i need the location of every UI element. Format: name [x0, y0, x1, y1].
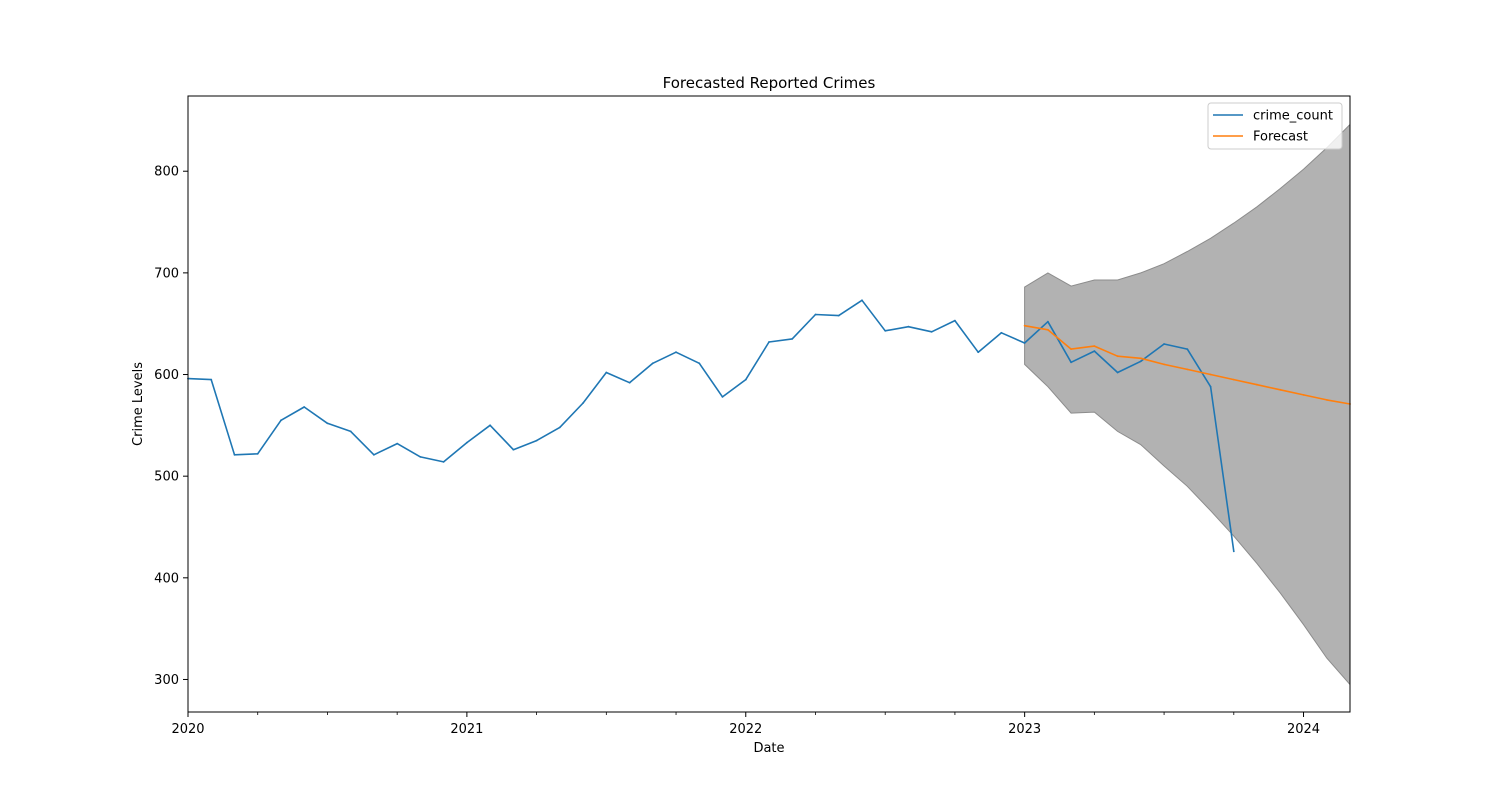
data-point	[1116, 355, 1119, 358]
data-point	[349, 430, 352, 433]
x-axis-title: Date	[753, 741, 784, 756]
data-point	[721, 396, 724, 398]
data-point	[1047, 320, 1049, 323]
data-point	[373, 453, 375, 456]
x-tick-label: 2022	[729, 722, 762, 737]
x-tick-label: 2024	[1287, 722, 1320, 737]
data-point	[256, 452, 259, 455]
data-point	[558, 426, 561, 429]
data-point	[1232, 550, 1235, 553]
plot-frame	[187, 95, 1351, 713]
data-point	[1209, 373, 1212, 376]
data-point	[930, 330, 933, 333]
data-point	[628, 381, 631, 384]
data-point	[466, 441, 468, 444]
data-point	[512, 448, 515, 451]
data-point	[1070, 361, 1072, 364]
data-point	[1302, 394, 1305, 396]
y-tick-label: 700	[154, 266, 179, 281]
data-point	[791, 338, 794, 340]
data-point	[326, 422, 329, 425]
data-point	[1279, 388, 1282, 391]
data-point	[442, 461, 445, 463]
data-point	[907, 325, 910, 328]
data-point	[1186, 348, 1189, 350]
data-point	[1209, 385, 1212, 388]
y-tick-label: 800	[154, 165, 179, 180]
data-point	[1023, 342, 1026, 344]
y-tick-label: 600	[154, 368, 179, 383]
data-point	[768, 341, 770, 343]
data-point	[535, 439, 538, 442]
data-point	[419, 456, 422, 458]
x-axis: 2020 2021 2022 2023 2024	[171, 712, 1320, 737]
data-point	[744, 378, 747, 381]
data-point	[1325, 399, 1328, 401]
data-point	[1232, 378, 1235, 381]
legend-label-crime-count: crime_count	[1253, 109, 1333, 124]
data-point	[698, 362, 701, 365]
data-point	[303, 406, 306, 408]
data-point	[1186, 368, 1189, 371]
data-point	[605, 371, 608, 374]
data-point	[1000, 331, 1003, 334]
data-point	[1023, 324, 1026, 327]
data-point	[977, 351, 980, 354]
x-tick-label: 2021	[450, 722, 483, 737]
data-point	[582, 402, 584, 404]
data-point	[814, 313, 817, 316]
y-tick-label: 500	[154, 470, 179, 485]
data-point	[1139, 357, 1142, 360]
data-point	[1116, 371, 1119, 374]
series-line-crime-count	[187, 299, 1235, 552]
data-point	[1163, 363, 1165, 366]
data-point	[233, 453, 236, 456]
y-axis-title: Crime Levels	[131, 362, 146, 446]
data-point	[837, 314, 840, 317]
x-tick-label: 2023	[1008, 722, 1041, 737]
data-point	[210, 378, 213, 381]
data-point	[1047, 328, 1049, 331]
data-point	[675, 351, 677, 354]
data-point	[651, 362, 654, 365]
confidence-band	[1024, 123, 1351, 686]
data-point	[861, 299, 863, 302]
data-point	[1256, 383, 1258, 386]
chart-title: Forecasted Reported Crimes	[663, 74, 876, 92]
data-point	[954, 319, 956, 322]
data-point	[1070, 348, 1072, 350]
y-tick-label: 400	[154, 571, 179, 586]
plot-area	[187, 123, 1351, 686]
data-point	[396, 442, 399, 445]
data-point	[884, 329, 887, 332]
data-point	[1093, 345, 1096, 347]
legend: crime_count Forecast	[1207, 102, 1343, 150]
data-point	[1139, 360, 1142, 363]
data-point	[1163, 343, 1165, 345]
x-tick-label: 2020	[171, 722, 204, 737]
data-point	[280, 419, 282, 422]
data-point	[1093, 350, 1096, 352]
legend-label-forecast: Forecast	[1253, 130, 1308, 145]
y-tick-label: 300	[154, 673, 179, 688]
data-point	[489, 424, 491, 427]
y-axis: 300 400 500 600 700 800	[154, 165, 188, 688]
